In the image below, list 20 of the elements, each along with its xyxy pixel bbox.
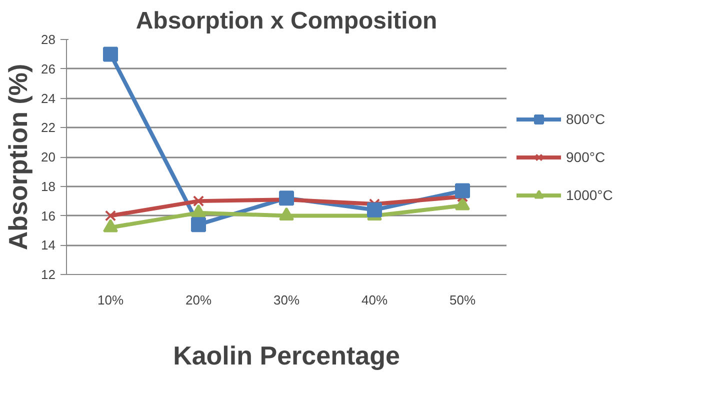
- y-tick-label: 14: [41, 238, 56, 253]
- y-tick-label: 20: [41, 150, 56, 164]
- x-tick-label: 10%: [97, 292, 124, 308]
- y-tick-label: 18: [41, 178, 56, 194]
- y-tick-label: 16: [41, 208, 56, 224]
- x-tick-label: 30%: [273, 292, 300, 308]
- x-tick-label: 20%: [185, 292, 212, 308]
- y-tick-label: 22: [41, 120, 56, 136]
- x-axis-title: Kaolin Percentage: [173, 340, 400, 370]
- y-axis-title: Absorption (%): [3, 64, 34, 250]
- y-tick-label: 12: [41, 267, 56, 282]
- legend-label: 900°C: [566, 148, 606, 164]
- x-tick-label: 40%: [361, 292, 388, 308]
- chart-title: Absorption x Composition: [136, 8, 438, 34]
- y-tick-label: 24: [41, 90, 56, 106]
- x-tick-label: 50%: [449, 292, 476, 308]
- y-tick-label: 28: [41, 32, 56, 47]
- y-tick-label: 26: [41, 61, 56, 76]
- legend-label: 800°C: [566, 110, 606, 126]
- legend-label: 1000°C: [566, 186, 613, 202]
